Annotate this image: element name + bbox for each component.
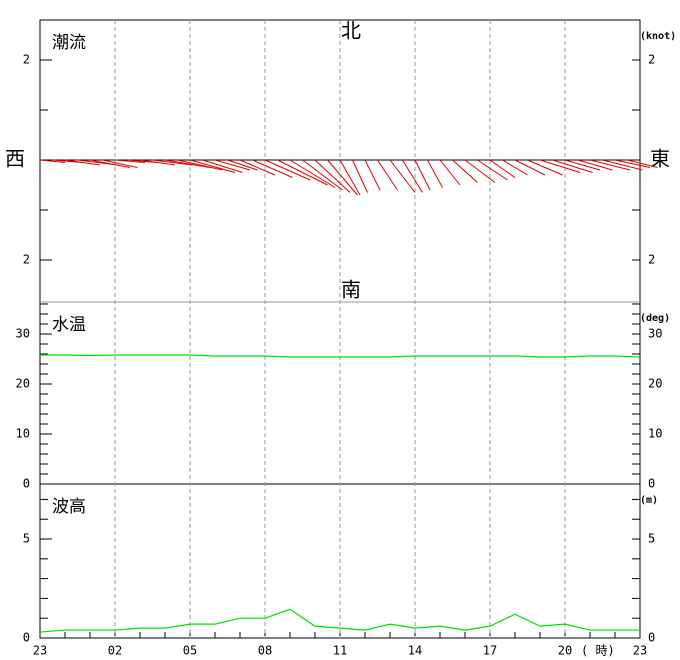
current-vector (602, 159, 643, 171)
current-vector (202, 159, 243, 173)
current-vector (464, 159, 496, 183)
east-label: 東 (650, 147, 670, 171)
y-tick-label: 0 (23, 477, 30, 491)
current-vector (627, 159, 658, 168)
panel-title: 波高 (52, 497, 86, 517)
y-tick-label-right: 0 (648, 631, 655, 645)
current-vector (264, 159, 311, 181)
x-tick-label: 14 (408, 644, 422, 658)
current-vector (214, 159, 251, 171)
current-vector (414, 159, 431, 191)
current-vector (527, 159, 563, 176)
x-tick-label: 17 (483, 644, 497, 658)
current-vector (564, 159, 601, 171)
current-vector (139, 159, 176, 166)
current-vector (314, 159, 351, 193)
current-vector (302, 159, 343, 191)
data-line (40, 354, 641, 358)
current-vector (477, 159, 508, 181)
current-vector (227, 159, 258, 171)
x-tick-label: 20 (558, 644, 572, 658)
current-vector (102, 159, 138, 168)
south-label: 南 (341, 278, 361, 302)
y-tick-label: 5 (23, 532, 30, 546)
current-vector (502, 159, 528, 176)
y-tick-label-right: 0 (648, 477, 655, 491)
y-tick-label: 30 (16, 327, 30, 341)
current-vector (177, 159, 223, 171)
current-vector (377, 159, 398, 191)
current-vector (152, 159, 193, 166)
current-vector (427, 159, 443, 188)
x-tick-label: 02 (108, 644, 122, 658)
current-vector (402, 159, 423, 193)
current-vector (614, 159, 651, 168)
current-vector (289, 159, 336, 188)
current-vector (64, 159, 101, 166)
current-vector (277, 159, 328, 186)
x-tick-label: 23 (33, 644, 47, 658)
current-vector (39, 159, 66, 163)
x-tick-label: 23 (633, 644, 647, 658)
y-tick-label: 10 (16, 427, 30, 441)
panel-title: 水温 (52, 315, 86, 335)
north-label: 北 (341, 19, 361, 43)
current-vector (514, 159, 546, 176)
current-vector (339, 159, 361, 196)
y-tick-label: 2 (23, 253, 30, 267)
current-vector (452, 159, 478, 183)
unit-label: (m) (640, 495, 658, 506)
unit-label: (deg) (640, 313, 670, 324)
y-tick-label-right: 10 (648, 427, 662, 441)
y-tick-label-right: 5 (648, 532, 655, 546)
y-tick-label-right: 20 (648, 377, 662, 391)
current-vector (577, 159, 613, 171)
data-line (39, 608, 640, 633)
y-tick-label: 20 (16, 377, 30, 391)
panel-title: 潮流 (52, 33, 86, 53)
y-tick-label-right: 2 (648, 53, 655, 67)
unit-label: (knot) (640, 31, 676, 42)
x-tick-label: 05 (183, 644, 197, 658)
current-vector (239, 159, 276, 176)
current-vector (352, 159, 368, 193)
current-vector (164, 159, 211, 168)
current-vector (252, 159, 293, 178)
current-vector (89, 159, 131, 168)
y-tick-label: 2 (23, 53, 30, 67)
y-tick-label-right: 2 (648, 253, 655, 267)
x-tick-label: 11 (333, 644, 347, 658)
y-tick-label: 0 (23, 631, 30, 645)
current-vector (189, 159, 236, 173)
west-label: 西 (5, 147, 25, 171)
current-vector (114, 159, 146, 163)
current-vector (439, 159, 461, 186)
current-vector (389, 159, 416, 193)
current-vector (589, 159, 631, 171)
y-tick-label-right: 30 (648, 327, 662, 341)
current-vector (552, 159, 593, 173)
current-vector (539, 159, 581, 173)
x-tick-label: 08 (258, 644, 272, 658)
current-vector (327, 159, 358, 196)
current-vector (489, 159, 516, 178)
current-vector (364, 159, 381, 191)
x-axis-unit: ( 時) (581, 644, 615, 658)
